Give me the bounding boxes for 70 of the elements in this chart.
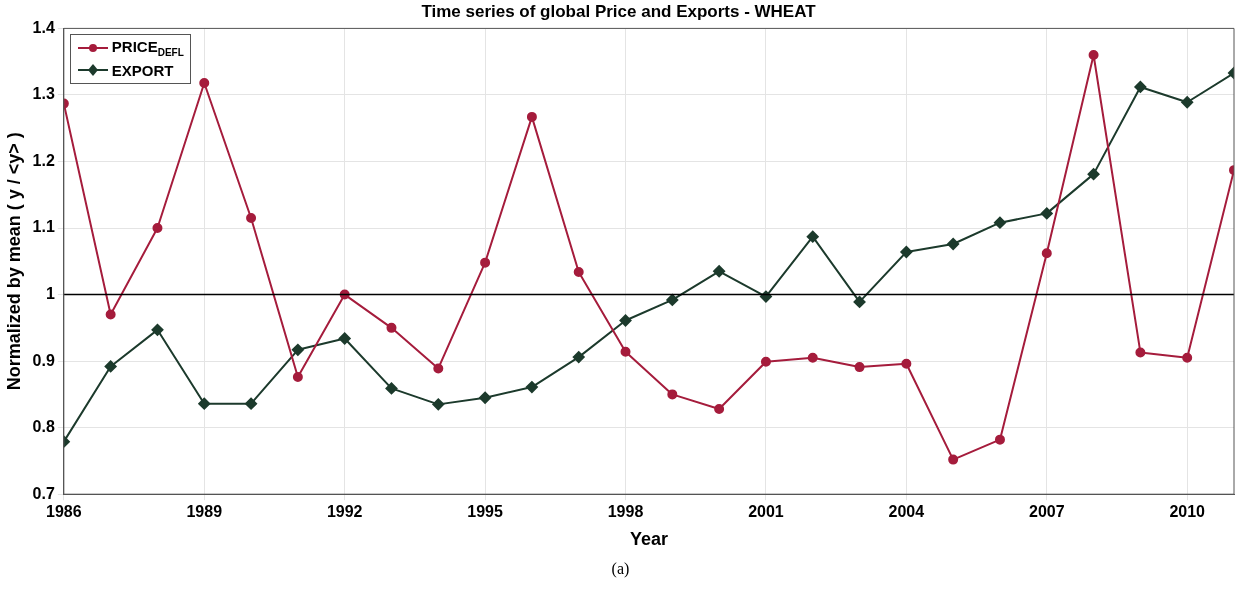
point (1040, 207, 1053, 220)
point (480, 257, 491, 268)
point (853, 295, 866, 308)
point (479, 391, 492, 404)
point (246, 213, 257, 224)
x-tick-label: 2007 (1028, 503, 1065, 521)
point (525, 381, 538, 394)
point (948, 454, 959, 465)
point (1135, 347, 1146, 358)
point (386, 322, 397, 333)
x-tick-label: 1986 (46, 503, 82, 521)
point (199, 77, 210, 88)
y-axis-title: Normalized by mean ( y / <y> ) (3, 132, 24, 391)
point (807, 352, 818, 363)
point (526, 111, 537, 122)
point (385, 382, 398, 395)
x-tick-label: 1998 (607, 503, 644, 521)
point (947, 238, 960, 250)
point (901, 358, 912, 369)
point (105, 309, 116, 320)
y-tick-label: 1.4 (32, 18, 55, 36)
y-tick-label: 1 (45, 284, 55, 302)
y-tick-label: 1.1 (32, 218, 55, 236)
point (1134, 80, 1147, 93)
point (619, 314, 632, 327)
x-tick-label: 2010 (1169, 503, 1206, 521)
point (993, 216, 1006, 229)
y-tick-label: 1.2 (32, 151, 55, 169)
point (1182, 352, 1193, 363)
point (338, 332, 351, 345)
point (713, 265, 726, 278)
point (760, 356, 771, 367)
y-tick-label: 0.9 (32, 351, 55, 369)
point (806, 230, 819, 243)
x-tick-label: 1992 (326, 503, 363, 521)
x-axis-title: Year (629, 529, 668, 550)
y-tick-label: 1.3 (32, 85, 55, 103)
x-tick-label: 1989 (186, 503, 223, 521)
x-tick-label: 1995 (467, 503, 503, 521)
point (151, 323, 164, 336)
point (198, 397, 211, 410)
point (245, 397, 258, 410)
legend-label: EXPORT (111, 61, 174, 79)
point (104, 360, 117, 373)
text: (a) (610, 560, 631, 578)
point (854, 362, 865, 373)
point (900, 245, 913, 258)
x-tick-label: 2001 (748, 503, 784, 521)
legend-label: PRICE$_{DEFL}$ (111, 38, 184, 59)
point (1087, 168, 1100, 181)
point (432, 398, 445, 411)
point (666, 293, 679, 306)
y-tick-label: 0.7 (32, 484, 55, 502)
point (667, 389, 678, 400)
point (291, 343, 304, 356)
point (714, 404, 725, 415)
point (620, 346, 631, 357)
point (152, 223, 163, 234)
point (1181, 96, 1194, 109)
point (759, 290, 772, 303)
x-tick-label: 2004 (888, 503, 925, 521)
point (573, 266, 584, 277)
point (1041, 248, 1052, 259)
point (572, 351, 585, 364)
y-tick-label: 0.8 (32, 418, 55, 436)
point (292, 372, 303, 383)
point (433, 363, 444, 374)
chart-title: Time series of global Price and Exports - WHEAT (421, 1, 817, 21)
point (1088, 50, 1099, 61)
point (994, 434, 1005, 445)
